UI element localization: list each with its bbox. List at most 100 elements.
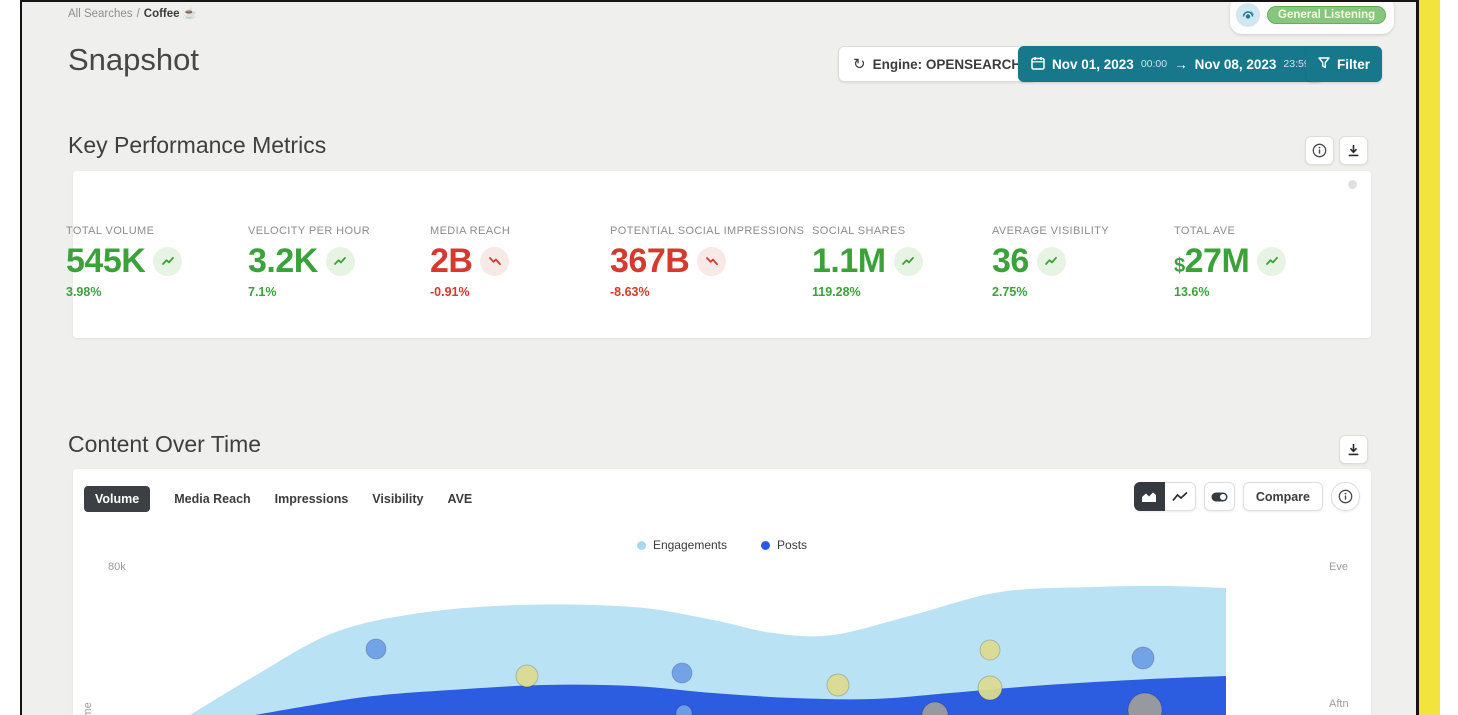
kpi-metric: POTENTIAL SOCIAL IMPRESSIONS 367B -8.63%: [610, 225, 804, 299]
kpi-value: 2B: [430, 242, 473, 280]
breadcrumb-current: Coffee: [143, 8, 180, 20]
kpi-metric: MEDIA REACH 2B -0.91%: [430, 225, 510, 299]
kpi-value: $27M: [1174, 244, 1250, 278]
kpm-download-button[interactable]: [1339, 136, 1368, 165]
kpi-change: 3.98%: [66, 285, 102, 299]
kpi-value-number: 367B: [610, 242, 690, 280]
engine-button-label: Engine: OPENSEARCH: [872, 56, 1022, 72]
toggle-annotations-button[interactable]: [1203, 482, 1235, 511]
legend-item-posts[interactable]: Posts: [761, 538, 807, 552]
general-listening-chip[interactable]: General Listening: [1230, 2, 1395, 34]
cot-download-button[interactable]: [1339, 435, 1368, 464]
chart-info-button[interactable]: [1331, 482, 1360, 511]
kpi-label: MEDIA REACH: [430, 225, 511, 237]
breadcrumb: All Searches / Coffee ☕: [68, 7, 196, 20]
chart-bubble: [515, 664, 539, 688]
kpi-metric: TOTAL AVE $27M 13.6%: [1174, 225, 1287, 299]
coffee-emoji-icon: ☕: [182, 8, 197, 20]
right-axis-label-aftn: Aftn: [1329, 698, 1349, 710]
kpi-change: 2.75%: [992, 285, 1028, 299]
trend-icon: [1036, 246, 1066, 276]
refresh-icon: ↻: [853, 55, 866, 73]
content-over-time-card: Volume Media Reach Impressions Visibility AV…: [73, 469, 1371, 715]
date-range-start: Nov 01, 2023: [1052, 56, 1134, 72]
chart-bubble: [675, 704, 693, 715]
chart-type-segmented-control: [1133, 482, 1196, 511]
kpi-metric: SOCIAL SHARES 1.1M 119.28%: [812, 225, 923, 299]
chart-bubble: [1127, 692, 1163, 715]
filter-button[interactable]: Filter: [1306, 46, 1383, 82]
kpm-card: TOTAL VOLUME 545K 3.98% VELOCITY PER HOUR 3.…: [66, 171, 1371, 338]
kpi-value: 367B: [610, 242, 690, 280]
kpi-value-number: 545K: [66, 242, 146, 280]
kpi-value-number: 3.2K: [248, 242, 318, 280]
breadcrumb-separator: /: [136, 8, 140, 20]
line-chart-button[interactable]: [1164, 482, 1196, 511]
kpi-metric: AVERAGE VISIBILITY 36 2.75%: [992, 225, 1109, 299]
kpi-change: -8.63%: [610, 285, 650, 299]
chart-bubble: [921, 701, 949, 715]
dashboard-page: All Searches / Coffee ☕ General Listening S…: [22, 2, 1416, 715]
funnel-icon: [1318, 56, 1330, 72]
kpi-change: 13.6%: [1174, 285, 1210, 299]
kpi-label: TOTAL AVE: [1174, 225, 1236, 237]
compare-button[interactable]: Compare: [1242, 482, 1323, 511]
tab-impressions[interactable]: Impressions: [274, 492, 349, 506]
loading-dot: [1348, 180, 1357, 189]
kpi-metric: TOTAL VOLUME 545K 3.98%: [66, 225, 183, 299]
legend-label: Engagements: [652, 538, 728, 552]
tab-ave[interactable]: AVE: [447, 492, 473, 506]
trend-icon: [480, 246, 510, 276]
kpi-label: SOCIAL SHARES: [812, 225, 906, 237]
kpi-value: 545K: [66, 242, 146, 280]
kpi-label: VELOCITY PER HOUR: [248, 225, 371, 237]
kpm-info-button[interactable]: [1305, 136, 1334, 165]
kpi-label: TOTAL VOLUME: [66, 225, 155, 237]
legend-dot: [636, 540, 646, 550]
tab-volume[interactable]: Volume: [84, 486, 151, 512]
kpi-value: 36: [992, 244, 1029, 278]
kpm-section-title: Key Performance Metrics: [68, 132, 327, 158]
chart-bubble: [979, 639, 1001, 661]
tab-visibility[interactable]: Visibility: [372, 492, 424, 506]
frame-border-right: [1416, 0, 1419, 715]
chart-bubble: [826, 673, 850, 697]
date-range-end: Nov 08, 2023: [1194, 56, 1277, 72]
kpi-change: 7.1%: [248, 285, 277, 299]
tab-media-reach[interactable]: Media Reach: [174, 492, 251, 506]
frame-border-top: [20, 0, 1419, 2]
cot-section-title: Content Over Time: [68, 431, 262, 457]
chart-controls: Compare: [1133, 482, 1360, 511]
chart-bubble: [671, 662, 693, 684]
area-series-posts: [255, 676, 1226, 715]
trend-icon: [893, 246, 923, 276]
kpi-metric: VELOCITY PER HOUR 3.2K 7.1%: [248, 225, 370, 299]
date-range-end-time: 23:59: [1283, 58, 1310, 70]
chart-bubble: [1131, 646, 1155, 670]
kpi-change: -0.91%: [430, 285, 470, 299]
y-axis-tick-80k: 80k: [108, 561, 126, 573]
date-range-arrow: →: [1174, 56, 1188, 72]
area-series-engagements: [190, 585, 1226, 715]
area-chart-button[interactable]: [1133, 482, 1165, 511]
kpi-value-number: 1.1M: [812, 242, 886, 280]
breadcrumb-all-searches[interactable]: All Searches: [68, 8, 133, 20]
engine-button[interactable]: ↻ Engine: OPENSEARCH: [838, 46, 1037, 82]
kpi-label: AVERAGE VISIBILITY: [992, 225, 1110, 237]
page-title: Snapshot: [68, 42, 199, 77]
listening-icon: [1236, 3, 1260, 27]
legend-item-engagements[interactable]: Engagements: [636, 538, 728, 552]
chart-bubble: [365, 638, 387, 660]
legend-label: Posts: [777, 538, 808, 552]
kpi-value-number: 2B: [430, 242, 473, 280]
kpi-value: 1.1M: [812, 244, 886, 278]
trend-icon: [325, 246, 355, 276]
filter-button-label: Filter: [1337, 56, 1371, 72]
kpi-change: 119.28%: [812, 285, 861, 299]
date-range-button[interactable]: Nov 01, 2023 00:00 → Nov 08, 2023 23:59: [1018, 46, 1323, 82]
kpi-value-number: 36: [992, 242, 1029, 280]
chart-bubble: [977, 675, 1003, 701]
yellow-accent-stripe: [1419, 0, 1440, 715]
trend-icon: [1257, 246, 1287, 276]
